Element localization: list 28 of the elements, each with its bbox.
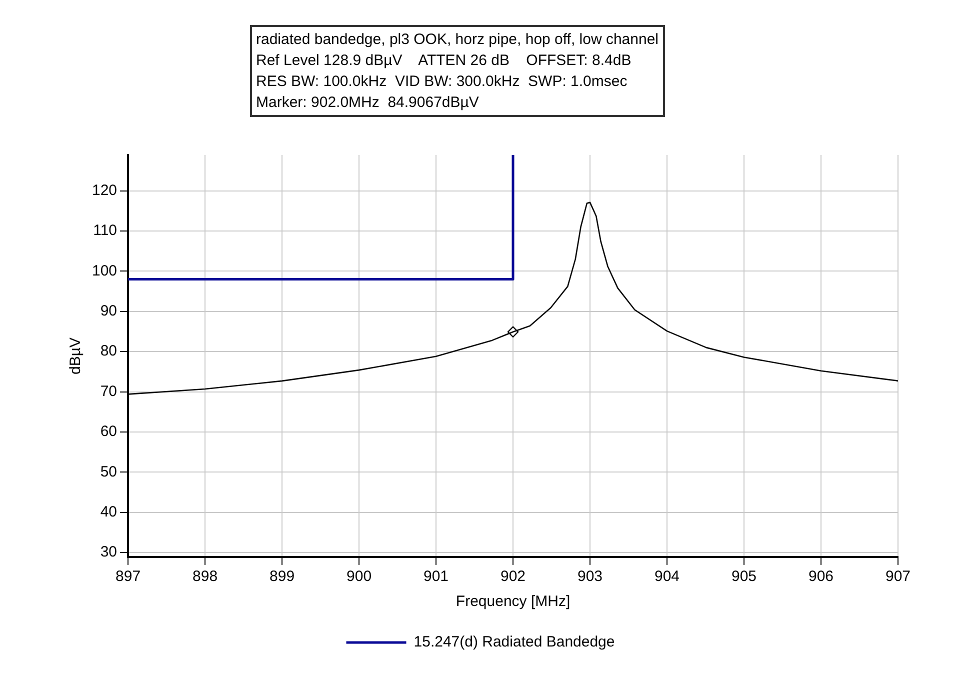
y-tick-label: 120 <box>92 182 118 199</box>
y-tick-label: 70 <box>100 382 118 400</box>
y-tick-label: 60 <box>100 423 118 440</box>
x-tick-label: 903 <box>577 568 603 586</box>
x-tick-label: 897 <box>116 568 141 586</box>
x-tick-label: 900 <box>346 568 372 586</box>
x-tick-label: 899 <box>270 568 295 586</box>
y-axis-title: dBµV <box>67 338 84 374</box>
x-tick-label: 907 <box>885 568 911 586</box>
x-tick-label: 905 <box>731 568 757 586</box>
text: Ref Level 128.9 dBµV ATTEN 26 dB OFFSET: 8.4dB <box>256 51 632 71</box>
legend-label: 15.247(d) Radiated Bandedge <box>414 634 615 651</box>
x-tick-label: 902 <box>500 568 526 586</box>
y-tick-label: 90 <box>100 302 118 320</box>
x-tick-label: 904 <box>654 568 680 586</box>
y-tick-label: 40 <box>100 504 118 521</box>
y-tick-label: 50 <box>100 463 118 480</box>
x-tick-label: 901 <box>424 568 449 586</box>
x-tick-label: 906 <box>808 568 834 586</box>
text: RES BW: 100.0kHz VID BW: 300.0kHz SWP: 1.0msec <box>256 72 628 92</box>
y-tick-label: 30 <box>100 544 118 561</box>
y-tick-label: 110 <box>93 222 118 240</box>
text: Marker: 902.0MHz 84.9067dBµV <box>256 93 480 113</box>
y-tick-label: 100 <box>92 262 118 280</box>
x-axis-title: Frequency [MHz] <box>456 593 570 610</box>
text: radiated bandedge, pl3 OOK, horz pipe, hop off, low channel <box>256 30 659 50</box>
y-tick-label: 80 <box>100 342 118 360</box>
x-tick-label: 898 <box>192 568 218 586</box>
